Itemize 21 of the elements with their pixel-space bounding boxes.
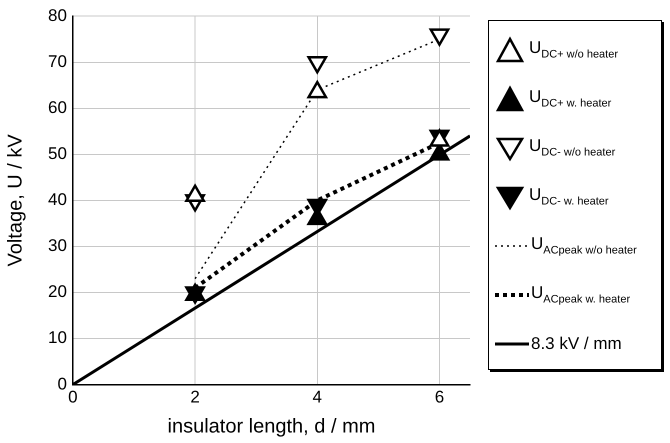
legend-label: U$_{ACpeak w. heater}$ (531, 283, 630, 306)
y-tick-label: 30 (48, 236, 67, 256)
y-axis-title: Voltage, U / kV (4, 134, 27, 267)
x-tick-label: 4 (312, 387, 322, 406)
legend-label: U$_{ACpeak w/o heater}$ (531, 234, 637, 257)
x-axis-title: insulator length, d / mm (168, 416, 376, 438)
legend-label: U$_{DC+ w/o heater}$ (529, 38, 618, 61)
legend-label: U$_{DC- w. heater}$ (529, 185, 609, 208)
y-tick-label: 70 (48, 52, 67, 71)
y-tick-label: 50 (48, 144, 67, 164)
x-tick-label: 2 (190, 387, 200, 406)
y-tick-label: 40 (48, 190, 67, 210)
y-tick-label: 80 (48, 6, 67, 25)
y-tick-label: 10 (48, 328, 67, 348)
y-tick-label: 20 (48, 282, 67, 302)
legend-label: U$_{DC- w/o heater}$ (529, 136, 616, 159)
x-tick-label: 6 (434, 387, 444, 406)
legend-label: 8.3 kV / mm (531, 334, 622, 354)
y-tick-label: 60 (48, 98, 67, 117)
legend-label: U$_{DC+ w. heater}$ (529, 87, 612, 110)
y-tick-label: 0 (57, 374, 67, 394)
